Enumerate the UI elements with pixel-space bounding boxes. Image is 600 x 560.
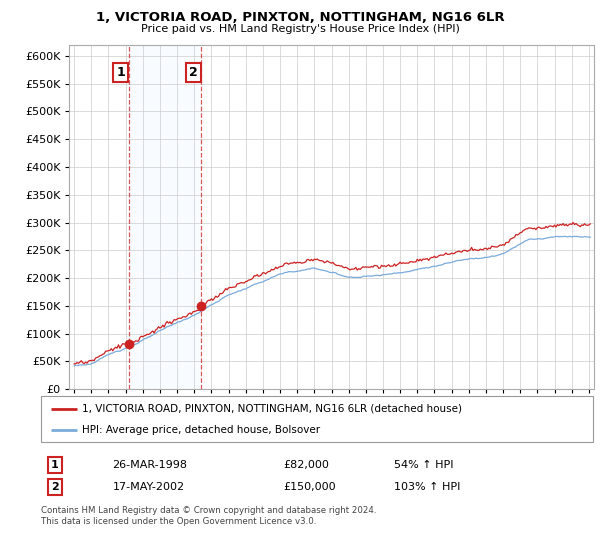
Text: 1: 1 bbox=[116, 66, 125, 79]
Text: 26-MAR-1998: 26-MAR-1998 bbox=[113, 460, 188, 470]
Text: £150,000: £150,000 bbox=[284, 482, 337, 492]
Text: Price paid vs. HM Land Registry's House Price Index (HPI): Price paid vs. HM Land Registry's House … bbox=[140, 24, 460, 34]
FancyBboxPatch shape bbox=[41, 396, 593, 442]
Text: 1: 1 bbox=[51, 460, 58, 470]
Text: Contains HM Land Registry data © Crown copyright and database right 2024.
This d: Contains HM Land Registry data © Crown c… bbox=[41, 506, 376, 526]
Bar bbox=[129, 45, 200, 389]
Text: 17-MAY-2002: 17-MAY-2002 bbox=[113, 482, 185, 492]
Text: 1, VICTORIA ROAD, PINXTON, NOTTINGHAM, NG16 6LR: 1, VICTORIA ROAD, PINXTON, NOTTINGHAM, N… bbox=[95, 11, 505, 24]
Text: £82,000: £82,000 bbox=[284, 460, 329, 470]
Text: HPI: Average price, detached house, Bolsover: HPI: Average price, detached house, Bols… bbox=[82, 425, 320, 435]
Text: 2: 2 bbox=[190, 66, 198, 79]
Text: 1, VICTORIA ROAD, PINXTON, NOTTINGHAM, NG16 6LR (detached house): 1, VICTORIA ROAD, PINXTON, NOTTINGHAM, N… bbox=[82, 404, 462, 414]
Text: 2: 2 bbox=[51, 482, 58, 492]
Text: 103% ↑ HPI: 103% ↑ HPI bbox=[394, 482, 460, 492]
Text: 54% ↑ HPI: 54% ↑ HPI bbox=[394, 460, 454, 470]
